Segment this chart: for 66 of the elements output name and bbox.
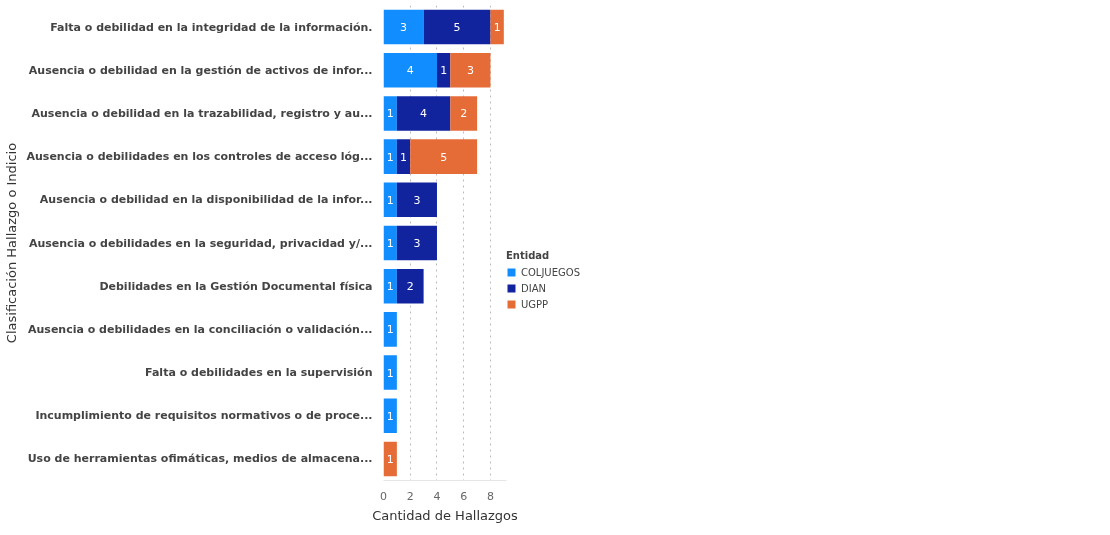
y-tick-label: Falta o debilidad en la integridad de la información. xyxy=(50,20,373,34)
data-label: 1 xyxy=(440,64,448,78)
bar xyxy=(383,225,397,261)
data-label: 1 xyxy=(386,193,394,207)
data-label: 4 xyxy=(406,64,414,78)
data-label: 3 xyxy=(400,21,408,35)
bar xyxy=(450,53,491,88)
legend-label: DIAN xyxy=(521,282,546,294)
x-tick-label: 8 xyxy=(486,489,494,503)
data-label: 5 xyxy=(440,150,448,164)
data-label: 1 xyxy=(493,21,501,35)
bar xyxy=(383,182,397,218)
data-label: 1 xyxy=(386,237,394,250)
data-label: 1 xyxy=(386,452,394,466)
data-label: 1 xyxy=(386,323,394,337)
x-axis-title: Cantidad de Hallazgos xyxy=(372,507,519,523)
bar xyxy=(396,182,437,218)
legend-label: COLJUEGOS xyxy=(521,266,580,278)
bar xyxy=(383,9,424,45)
y-tick-label: Incumplimiento de requisitos normativos o de proce... xyxy=(35,409,373,423)
x-tick-label: 0 xyxy=(380,489,387,503)
bar xyxy=(436,53,451,88)
bar xyxy=(410,139,478,174)
bar xyxy=(383,441,397,477)
y-tick-label: Debilidades en la Gestión Documental física xyxy=(99,279,373,293)
bar xyxy=(396,268,424,304)
x-tick-label: 4 xyxy=(433,489,441,503)
y-tick-label: Uso de herramientas ofimáticas, medios de almacena... xyxy=(27,452,373,466)
y-tick-label: Falta o debilidades en la supervisión xyxy=(145,366,373,380)
bar xyxy=(383,398,397,433)
bar xyxy=(383,139,397,174)
bar xyxy=(423,9,491,45)
y-tick-label: Ausencia o debilidad en la trazabilidad, registro y au... xyxy=(31,106,373,120)
bar xyxy=(383,312,397,347)
data-label: 1 xyxy=(386,366,394,380)
data-label: 1 xyxy=(400,150,408,164)
data-label: 3 xyxy=(413,237,421,250)
y-tick-label: Ausencia o debilidades en los controles de acceso lóg... xyxy=(26,150,373,164)
data-label: 1 xyxy=(386,280,394,294)
bar xyxy=(396,225,437,261)
y-tick-label: Ausencia o debilidades en la seguridad, privacidad y/... xyxy=(28,236,373,250)
bar xyxy=(383,355,397,390)
data-label: 3 xyxy=(413,193,421,207)
legend-title: Entidad xyxy=(506,250,551,261)
data-label: 5 xyxy=(453,21,461,35)
data-label: 2 xyxy=(460,107,468,121)
data-label: 2 xyxy=(406,280,414,294)
x-tick-label: 2 xyxy=(406,489,414,503)
data-label: 4 xyxy=(420,107,428,121)
x-tick-label: 6 xyxy=(460,489,468,503)
bar xyxy=(383,96,397,131)
bar xyxy=(450,96,478,131)
bar xyxy=(383,268,397,304)
bar xyxy=(490,9,504,45)
data-label: 3 xyxy=(466,64,474,78)
y-tick-label: Ausencia o debilidades en la conciliación o validación... xyxy=(28,322,373,336)
data-label: 1 xyxy=(386,409,394,423)
y-tick-label: Ausencia o debilidad en la gestión de activos de infor... xyxy=(28,63,373,77)
bar xyxy=(396,96,451,131)
data-label: 1 xyxy=(386,107,394,121)
data-label: 1 xyxy=(386,150,394,164)
y-tick-label: Ausencia o debilidad en la disponibilidad de la infor... xyxy=(39,193,373,207)
bar xyxy=(383,53,437,88)
bar xyxy=(396,139,411,174)
legend-label: UGPP xyxy=(521,298,549,310)
y-axis-title: Clasificación Hallazgo o Indicio xyxy=(3,142,19,344)
